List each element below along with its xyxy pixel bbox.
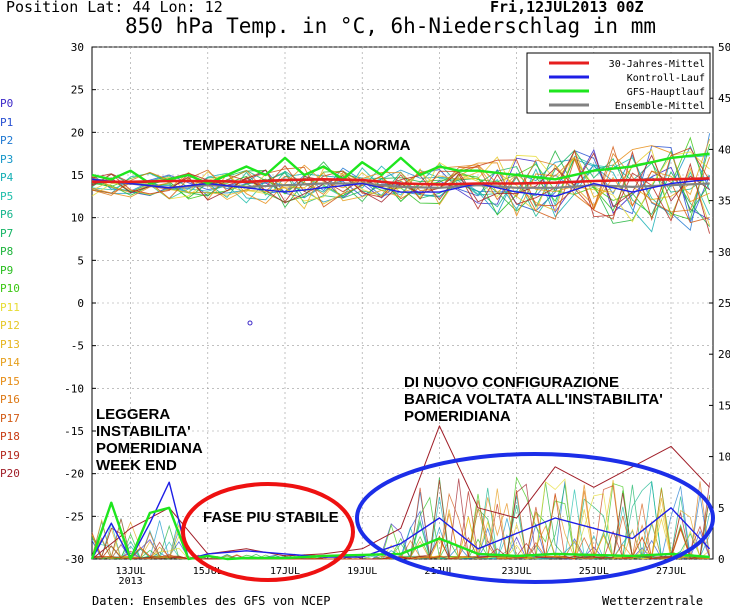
annotation-weekend: LEGGERA INSTABILITA' POMERIDIANA WEEK EN…	[96, 406, 203, 474]
member-label-p7: P7	[0, 226, 14, 240]
y-tick-label-left: -10	[64, 382, 84, 395]
precip-member-line	[91, 425, 710, 560]
y-tick-label-left: 20	[71, 126, 84, 139]
temp-control-line	[91, 178, 710, 198]
member-temp-line	[91, 149, 711, 234]
y-tick-label-right: 20	[718, 348, 730, 361]
member-label-p11: P11	[0, 300, 20, 314]
member-label-p12: P12	[0, 319, 20, 332]
instability-ellipse	[355, 452, 715, 584]
position-label: Position Lat: 44 Lon: 12	[6, 0, 223, 16]
y-tick-label-right: 35	[718, 195, 730, 208]
point-marker	[247, 320, 253, 326]
legend-entry: Ensemble-Mittel	[615, 101, 705, 112]
x-tick-label: 13JUL	[116, 566, 146, 577]
stable-phase-ellipse	[181, 482, 355, 582]
y-tick-label-left: 5	[77, 254, 84, 267]
legend-entry: Kontroll-Lauf	[627, 73, 705, 84]
member-label-p15: P15	[0, 374, 20, 388]
x-tick-label: 27JUL	[656, 566, 686, 577]
data-source: Daten: Ensembles des GFS von NCEP	[92, 594, 331, 608]
annotation-normal: TEMPERATURE NELLA NORMA	[183, 137, 411, 154]
member-label-p16: P16	[0, 393, 20, 406]
member-temp-line	[91, 149, 710, 224]
y-tick-label-right: 40	[718, 143, 730, 156]
temp-climate-mean-line	[92, 177, 710, 186]
member-temp-line	[91, 151, 710, 223]
y-tick-label-left: 0	[77, 297, 84, 310]
x-tick-label: 23JUL	[502, 566, 532, 577]
member-label-p17: P17	[0, 411, 20, 425]
legend-entry: GFS-Hauptlauf	[627, 87, 705, 98]
x-tick-label: 17JUL	[270, 566, 300, 577]
x-tick-label: 25JUL	[579, 566, 609, 577]
legend-entry: 30-Jahres-Mittel	[609, 59, 705, 70]
annotation-stable: FASE PIU STABILE	[203, 509, 339, 526]
annotation-instability: DI NUOVO CONFIGURAZIONE BARICA VOLTATA A…	[404, 374, 663, 425]
y-tick-label-left: -15	[64, 425, 84, 438]
x-tick-label: 19JUL	[347, 566, 377, 577]
member-label-p14: P14	[0, 356, 20, 369]
member-label-p20: P20	[0, 467, 20, 480]
y-tick-label-right: 15	[718, 399, 730, 412]
member-label-p2: P2	[0, 134, 14, 147]
member-label-p5: P5	[0, 189, 14, 203]
y-tick-label-left: 25	[71, 84, 84, 97]
run-date: Fri,12JUL2013 00Z	[490, 0, 644, 16]
member-label-p10: P10	[0, 282, 20, 295]
member-label-p8: P8	[0, 245, 14, 258]
y-tick-label-right: 45	[718, 92, 730, 105]
precip-gfs-line	[90, 501, 710, 561]
member-label-p9: P9	[0, 263, 14, 277]
y-tick-label-right: 30	[718, 246, 730, 259]
member-label-p0: P0	[0, 97, 14, 110]
y-tick-label-left: -30	[64, 553, 84, 566]
y-tick-label-left: -25	[64, 510, 84, 523]
y-tick-label-left: -20	[64, 468, 84, 481]
y-tick-label-left: 30	[71, 41, 84, 54]
member-label-p3: P3	[0, 152, 14, 166]
x-tick-label: 2013	[119, 576, 143, 587]
member-label-p1: P1	[0, 115, 14, 129]
member-temp-line	[91, 136, 711, 218]
member-label-p18: P18	[0, 430, 20, 443]
x-tick-label: 15JUL	[193, 566, 223, 577]
y-tick-label-right: 50	[718, 41, 730, 54]
y-tick-label-right: 25	[718, 297, 730, 310]
y-tick-label-left: 10	[71, 212, 84, 225]
member-label-p4: P4	[0, 171, 14, 184]
member-label-p6: P6	[0, 208, 14, 221]
y-tick-label-left: 15	[71, 169, 84, 182]
y-tick-label-right: 5	[718, 502, 725, 515]
credit: Wetterzentrale	[602, 594, 704, 608]
member-label-p13: P13	[0, 337, 20, 351]
member-label-p19: P19	[0, 448, 20, 462]
y-tick-label-left: -5	[71, 340, 84, 353]
chart-title: 850 hPa Temp. in °C, 6h-Niederschlag in …	[125, 14, 657, 38]
y-tick-label-right: 0	[718, 553, 725, 566]
y-tick-label-right: 10	[718, 451, 730, 464]
